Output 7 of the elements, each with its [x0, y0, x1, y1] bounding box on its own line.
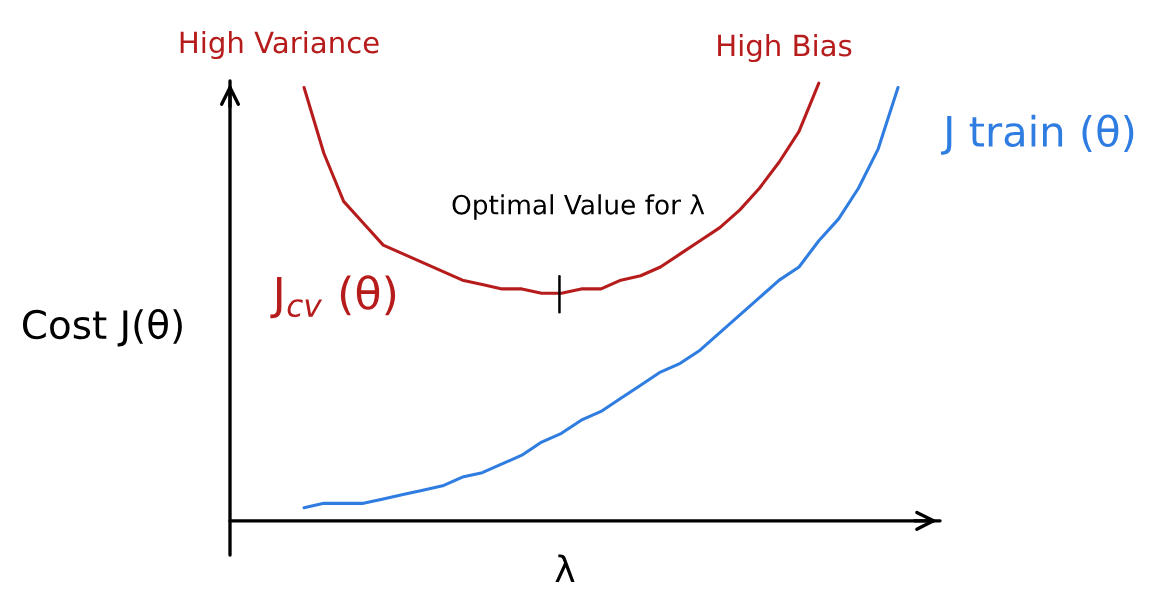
annotation: Optimal Value for λ [452, 194, 705, 220]
text: High Bias [718, 33, 852, 63]
series-label: J$_{cv}$ (θ) [270, 275, 396, 319]
x-axis-title: λ [555, 554, 575, 582]
text: High Variance [180, 30, 379, 60]
series-label: J train (θ) [940, 114, 1134, 155]
y-axis-title: Cost J(θ) [22, 308, 182, 347]
